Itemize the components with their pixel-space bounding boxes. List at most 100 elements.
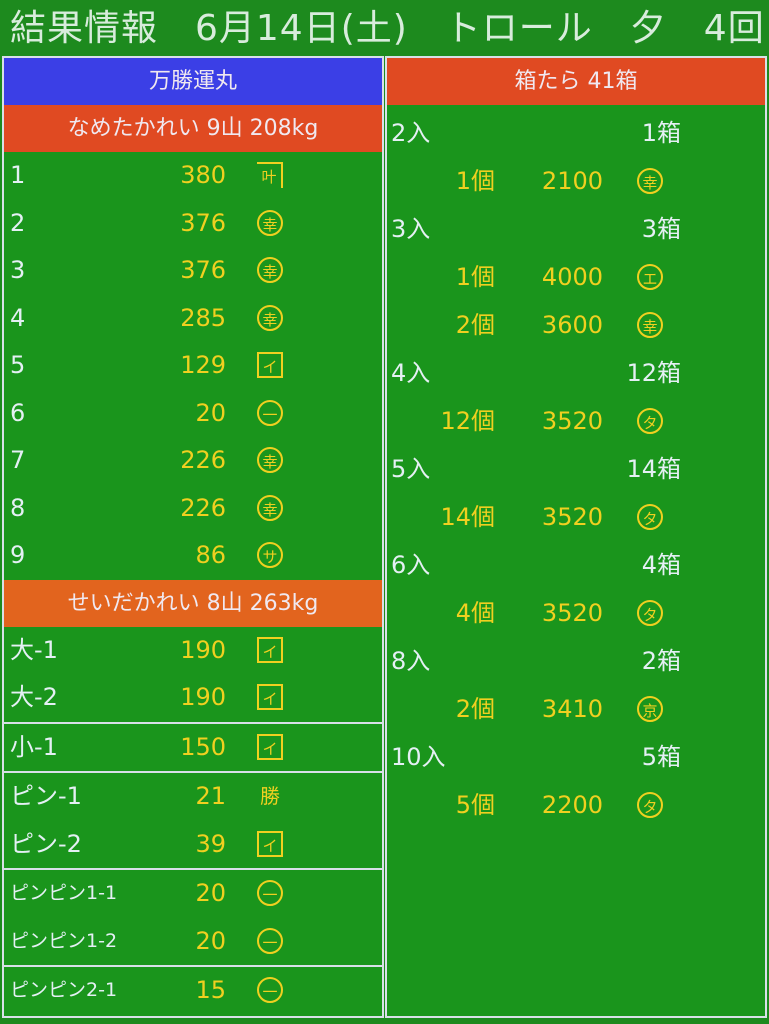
lot-row: 1個 4000 エ [387, 253, 765, 301]
lot-label: 5 [10, 351, 26, 379]
buyer-mark-icon: イ [257, 636, 283, 663]
lot-group: ピン-1 21 勝ピン-2 39 イ [4, 771, 382, 868]
lot-price: 3410 [541, 695, 603, 723]
species-header: なめたかれい 9山 208kg [4, 105, 382, 152]
lot-row: 14個 3520 タ [387, 493, 765, 541]
table-row: 大-2 190 イ [4, 674, 382, 722]
lot-label: 7 [10, 446, 26, 474]
table-row: 4 285 幸 [4, 295, 382, 343]
lot-label: 8 [10, 493, 26, 522]
lot-weight: 15 [195, 976, 226, 1004]
lot-weight: 20 [195, 926, 226, 955]
table-row: 3 376 幸 [4, 247, 382, 295]
box-count: 12箱 [626, 359, 681, 387]
lot-price: 2200 [541, 791, 603, 819]
lot-weight: 226 [180, 493, 226, 522]
lot-quantity: 4個 [455, 599, 495, 627]
lot-group: 小-1 150 イ [4, 721, 382, 772]
buyer-mark-icon: 一 [257, 880, 283, 906]
lot-label: 3 [10, 256, 26, 284]
right-panel: 箱たら 41箱 2入 1箱 1個 2100 幸 3入 3箱 1個 4000 エ 2個 3600 幸 4入 1… [385, 56, 767, 1018]
lot-weight: 20 [195, 879, 226, 907]
buyer-mark-icon: 幸 [637, 312, 663, 338]
lot-weight: 21 [195, 782, 226, 810]
table-row: ピン-1 21 勝 [4, 773, 382, 821]
buyer-mark-icon: イ [257, 830, 283, 857]
lot-label: 6 [10, 398, 26, 427]
size-label: 10入 [391, 743, 446, 771]
lot-quantity: 14個 [440, 503, 495, 531]
table-row: 9 86 サ [4, 532, 382, 580]
lot-quantity: 2個 [455, 695, 495, 723]
lot-weight: 380 [180, 161, 226, 189]
buyer-mark-icon: 幸 [257, 304, 283, 331]
buyer-mark-icon: 幸 [257, 257, 283, 283]
lot-label: ピンピン2-1 [10, 979, 118, 1001]
lot-price: 3600 [541, 311, 603, 339]
size-label: 3入 [391, 215, 431, 243]
buyer-mark-icon: タ [637, 792, 663, 818]
buyer-mark-icon: サ [257, 542, 283, 568]
lot-quantity: 1個 [455, 263, 495, 291]
buyer-mark-icon: 叶 [257, 162, 283, 188]
lot-weight: 376 [180, 256, 226, 284]
lot-weight: 190 [180, 683, 226, 711]
size-label: 6入 [391, 551, 431, 579]
buyer-mark-icon: イ [257, 352, 283, 378]
table-row: ピンピン2-1 15 一 [4, 967, 382, 1015]
lot-weight: 150 [180, 732, 226, 761]
buyer-mark-icon: 一 [257, 927, 283, 954]
buyer-mark-icon: 幸 [257, 209, 283, 236]
box-count: 4箱 [641, 551, 681, 579]
lot-label: 1 [10, 161, 26, 189]
lot-weight: 226 [180, 446, 226, 474]
box-count: 3箱 [641, 215, 681, 243]
lot-group: 1 380 叶 2 376 幸 3 376 幸 4 285 幸 5 129 イ 6 20 一 7 226 幸 8 226 幸 9… [4, 152, 382, 580]
lot-row: 12個 3520 タ [387, 397, 765, 445]
size-label: 2入 [391, 119, 431, 147]
page-title: 結果情報 6月14日(土) トロール 夕 4回目 [10, 8, 769, 49]
lot-quantity: 12個 [440, 407, 495, 435]
lot-price: 4000 [541, 263, 603, 291]
buyer-mark-icon: 幸 [257, 494, 283, 521]
vessel-name: 万勝運丸 [4, 58, 382, 105]
lot-quantity: 2個 [455, 311, 495, 339]
buyer-mark-icon: 京 [637, 696, 663, 722]
size-row: 6入 4箱 [387, 541, 765, 589]
table-row: 7 226 幸 [4, 437, 382, 485]
size-row: 5入 14箱 [387, 445, 765, 493]
lot-row: 1個 2100 幸 [387, 157, 765, 205]
lot-label: ピン-2 [10, 829, 82, 858]
table-row: ピン-2 39 イ [4, 821, 382, 869]
buyer-mark-icon: 勝 [260, 784, 280, 808]
lot-group: ピンピン2-1 15 一 [4, 965, 382, 1015]
box-count: 1箱 [641, 119, 681, 147]
lot-group: ピンピン1-1 20 一ピンピン1-2 20 一 [4, 868, 382, 965]
lot-weight: 39 [195, 829, 226, 858]
buyer-mark-icon: タ [637, 504, 663, 530]
buyer-mark-icon: タ [637, 600, 663, 626]
lot-label: ピンピン1-2 [10, 929, 118, 952]
buyer-mark-icon: 一 [257, 977, 283, 1003]
lot-price: 3520 [541, 599, 603, 627]
lot-label: 9 [10, 541, 26, 569]
lot-weight: 285 [180, 303, 226, 332]
box-count: 14箱 [626, 455, 681, 483]
size-label: 8入 [391, 647, 431, 675]
lot-quantity: 1個 [455, 167, 495, 195]
lot-price: 2100 [541, 167, 603, 195]
box-count: 2箱 [641, 647, 681, 675]
table-row: ピンピン1-2 20 一 [4, 918, 382, 966]
size-label: 4入 [391, 359, 431, 387]
lot-weight: 376 [180, 208, 226, 237]
table-row: 2 376 幸 [4, 200, 382, 248]
buyer-mark-icon: 一 [257, 399, 283, 426]
table-row: 5 129 イ [4, 342, 382, 390]
size-row: 10入 5箱 [387, 733, 765, 781]
lot-label: ピンピン1-1 [10, 882, 118, 904]
table-row: 8 226 幸 [4, 485, 382, 533]
species-header: せいだかれい 8山 263kg [4, 579, 382, 627]
buyer-mark-icon: エ [637, 264, 663, 290]
buyer-mark-icon: 幸 [637, 168, 663, 194]
lot-row: 2個 3600 幸 [387, 301, 765, 349]
